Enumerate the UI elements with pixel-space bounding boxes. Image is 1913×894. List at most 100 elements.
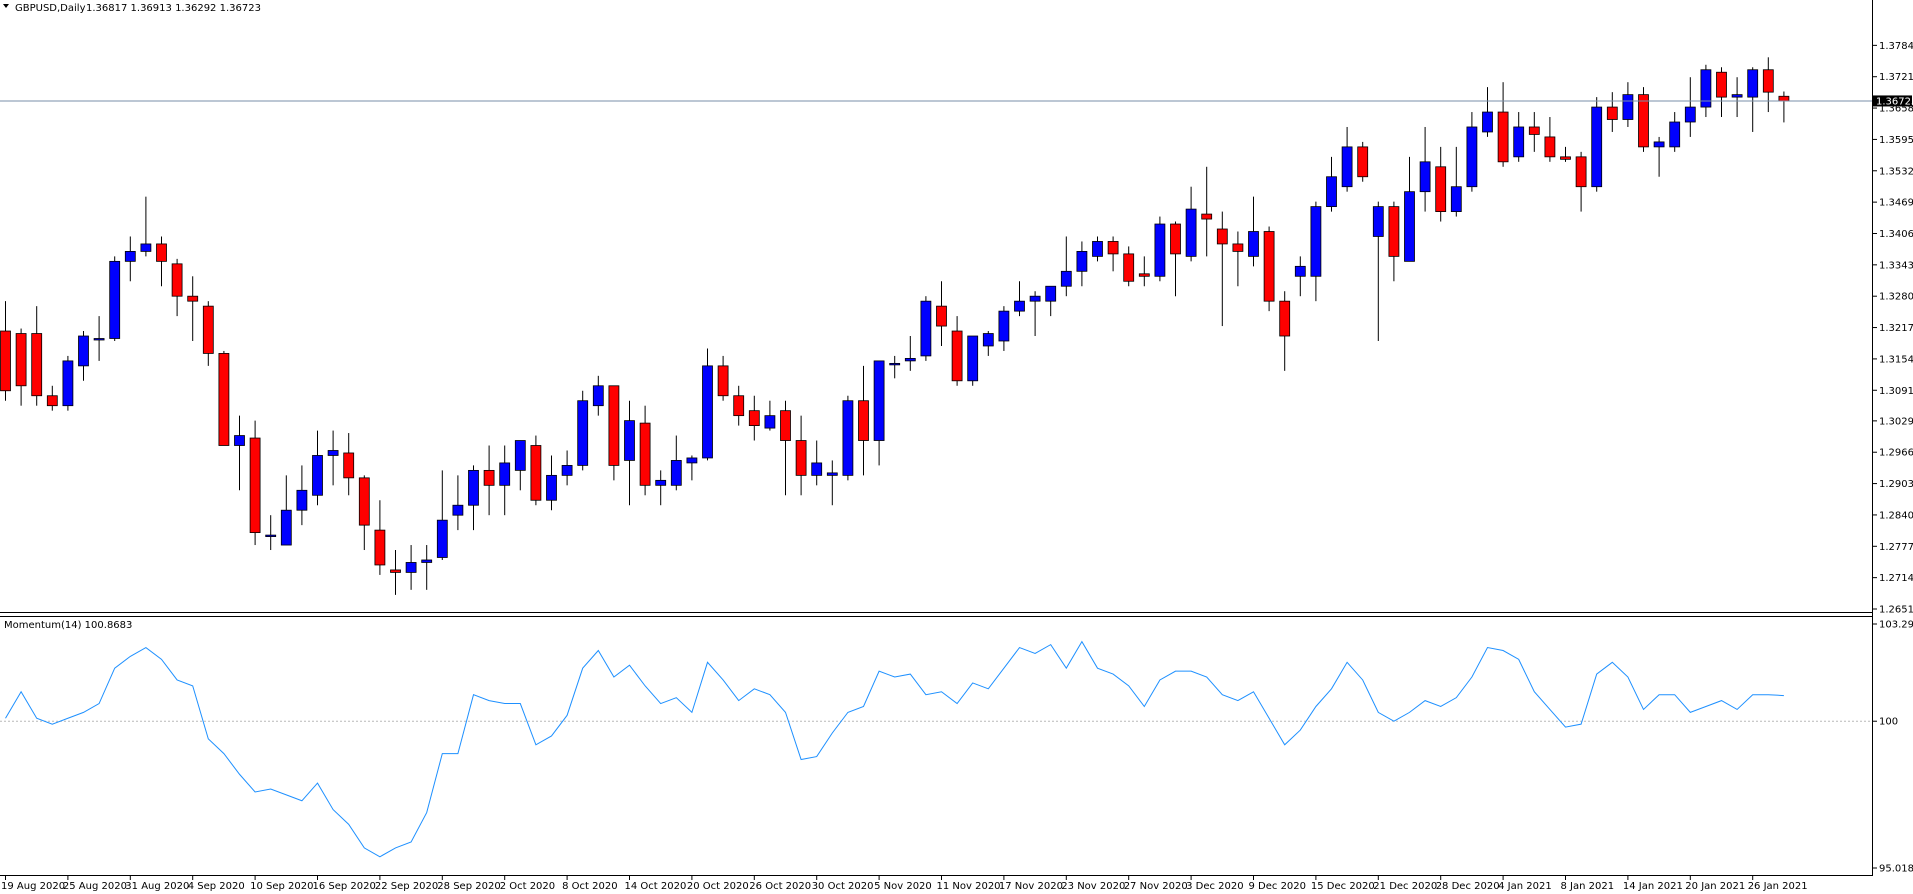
- candle: [1450, 146, 1462, 217]
- candle: [733, 385, 745, 426]
- panel-separator[interactable]: [0, 612, 1873, 617]
- candle: [1310, 201, 1322, 302]
- candle: [1513, 112, 1525, 162]
- candle-body: [639, 422, 651, 486]
- candle-body: [1482, 111, 1493, 133]
- date-tick-label: 16 Sep 2020: [313, 881, 376, 892]
- candle-body: [1528, 126, 1540, 135]
- price-tick-label: 1.27145: [1879, 573, 1913, 584]
- candle: [421, 545, 433, 590]
- candle: [967, 335, 979, 386]
- price-tick-label: 1.35950: [1879, 135, 1913, 146]
- candle-body: [795, 440, 807, 476]
- price-tick-label: 1.35320: [1879, 166, 1913, 177]
- candle: [218, 350, 230, 446]
- candle: [327, 430, 339, 486]
- candle-body: [842, 400, 854, 476]
- date-tick-label: 14 Oct 2020: [625, 881, 687, 892]
- candle: [546, 455, 557, 511]
- candle: [514, 440, 526, 491]
- candle: [1294, 256, 1306, 297]
- candle: [1497, 82, 1509, 167]
- candle-body: [1575, 156, 1587, 188]
- candle: [1372, 201, 1384, 341]
- candle-body: [171, 263, 183, 297]
- candle: [1747, 67, 1759, 132]
- candle-body: [390, 569, 401, 573]
- candle-body: [998, 310, 1010, 342]
- date-tick-label: 31 Aug 2020: [125, 881, 189, 892]
- candle-body: [670, 460, 682, 486]
- candle: [998, 306, 1010, 351]
- candle: [499, 445, 511, 516]
- price-tick-label: 1.34690: [1879, 198, 1913, 209]
- candle: [577, 390, 589, 471]
- candle: [1544, 117, 1556, 162]
- candle-body: [873, 360, 885, 441]
- date-tick-label: 21 Dec 2020: [1373, 881, 1437, 892]
- price-tick-label: 1.33430: [1879, 260, 1913, 271]
- candle-body: [514, 440, 526, 471]
- candle-body: [124, 251, 136, 262]
- candle-body: [655, 479, 667, 486]
- candle: [1638, 87, 1649, 152]
- candle-body: [1747, 69, 1759, 98]
- candle-body: [1513, 126, 1525, 158]
- candle: [1201, 166, 1213, 257]
- price-axis[interactable]: 1.37840 1.37210 1.36580 1.35950 1.35320 1.346…: [1873, 41, 1913, 616]
- price-tick-label: 1.36580: [1879, 104, 1913, 115]
- candle: [312, 430, 323, 506]
- price-panel[interactable]: [0, 57, 1872, 595]
- candle: [1107, 236, 1119, 272]
- candle-body: [187, 295, 199, 302]
- candle: [904, 336, 916, 371]
- momentum-tick-label: 103.2998: [1879, 620, 1913, 631]
- candle-body: [1154, 223, 1166, 277]
- candle-body: [1638, 94, 1649, 148]
- momentum-axis[interactable]: 103.2998 100 95.0182: [1873, 620, 1913, 875]
- candle: [249, 420, 261, 546]
- candle-body: [1622, 94, 1634, 120]
- candle-body: [858, 400, 869, 441]
- candle: [468, 465, 479, 531]
- candle: [1060, 236, 1072, 297]
- candle-body: [234, 435, 245, 446]
- candle: [62, 355, 74, 411]
- candle: [1263, 226, 1275, 312]
- candle-body: [358, 477, 370, 526]
- candle: [811, 440, 823, 486]
- momentum-line: [5, 640, 1784, 858]
- price-tick-label: 1.27775: [1879, 542, 1913, 553]
- candle-body: [405, 562, 417, 573]
- candle-body: [764, 415, 776, 429]
- candle: [1279, 291, 1291, 371]
- candle-body: [686, 457, 698, 464]
- price-tick-label: 1.28405: [1879, 510, 1913, 521]
- candle: [826, 460, 838, 506]
- candle-body: [1450, 186, 1462, 212]
- candle-body: [249, 437, 261, 534]
- candle-body: [936, 305, 947, 327]
- candle: [156, 236, 167, 287]
- candle: [530, 435, 542, 506]
- candle-body: [1669, 121, 1681, 148]
- candle: [873, 360, 885, 466]
- candle: [436, 470, 448, 560]
- momentum-panel[interactable]: Momentum(14) 100.8683: [0, 620, 1872, 858]
- candle-body: [702, 365, 713, 459]
- date-tick-label: 2 Oct 2020: [500, 881, 555, 892]
- candle-body: [1201, 213, 1213, 220]
- candle: [858, 365, 869, 476]
- date-tick-label: 8 Oct 2020: [562, 881, 617, 892]
- candle: [670, 435, 682, 491]
- candle-body: [951, 330, 963, 382]
- candle-body: [1263, 231, 1275, 302]
- header-dropdown-icon[interactable]: [3, 4, 9, 8]
- candle: [1482, 87, 1493, 137]
- candle: [1232, 231, 1244, 287]
- candle-body: [1560, 156, 1571, 160]
- candle: [561, 450, 573, 486]
- candle: [1248, 196, 1259, 267]
- candle-body: [1076, 251, 1088, 272]
